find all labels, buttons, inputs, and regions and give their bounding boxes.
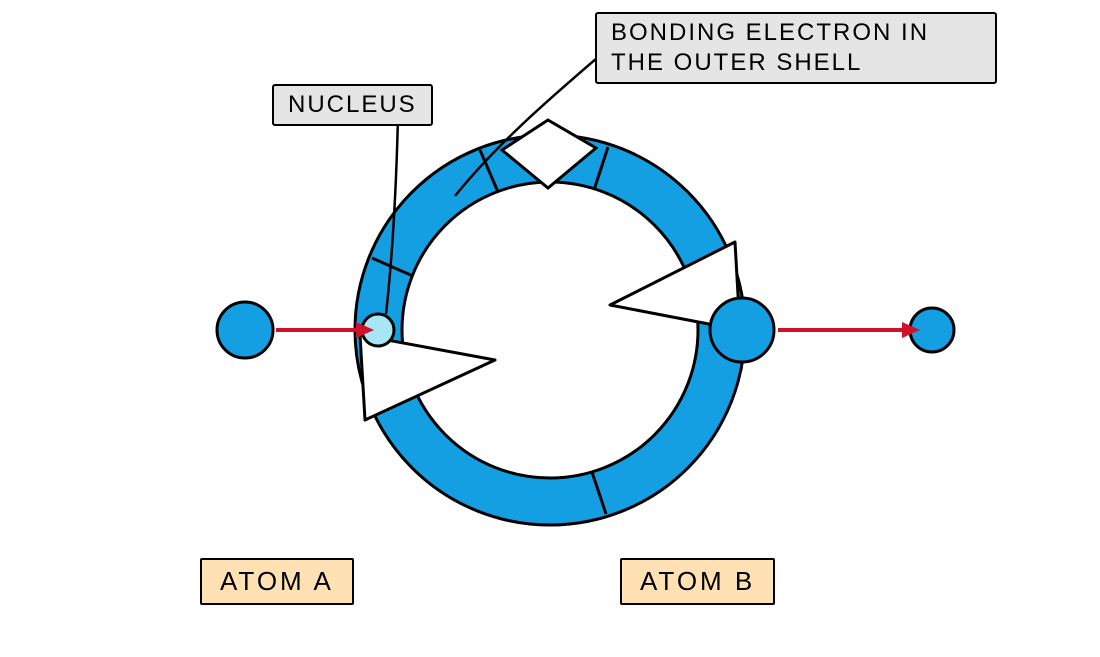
attraction-arrow-left: [276, 322, 374, 338]
attraction-arrow-right: [778, 322, 920, 338]
tag-nucleus-text: NUCLEUS: [288, 91, 417, 118]
nucleus-atom-a: [217, 302, 273, 358]
tag-nucleus: NUCLEUS: [272, 84, 433, 126]
tag-bonding-electron-line1: BONDING ELECTRON IN: [611, 19, 929, 46]
tag-bonding-electron: BONDING ELECTRON IN THE OUTER SHELL: [595, 12, 997, 84]
label-atom-b-text: ATOM B: [640, 566, 755, 596]
label-atom-a-text: ATOM A: [220, 566, 334, 596]
diagram-stage: NUCLEUS BONDING ELECTRON IN THE OUTER SH…: [0, 0, 1100, 657]
label-atom-b: ATOM B: [620, 558, 775, 605]
nucleus-atom-b: [710, 298, 774, 362]
diagram-svg: [0, 0, 1100, 657]
label-atom-a: ATOM A: [200, 558, 354, 605]
electron-shell-ring: [355, 120, 745, 525]
tag-bonding-electron-line2: THE OUTER SHELL: [611, 49, 862, 76]
